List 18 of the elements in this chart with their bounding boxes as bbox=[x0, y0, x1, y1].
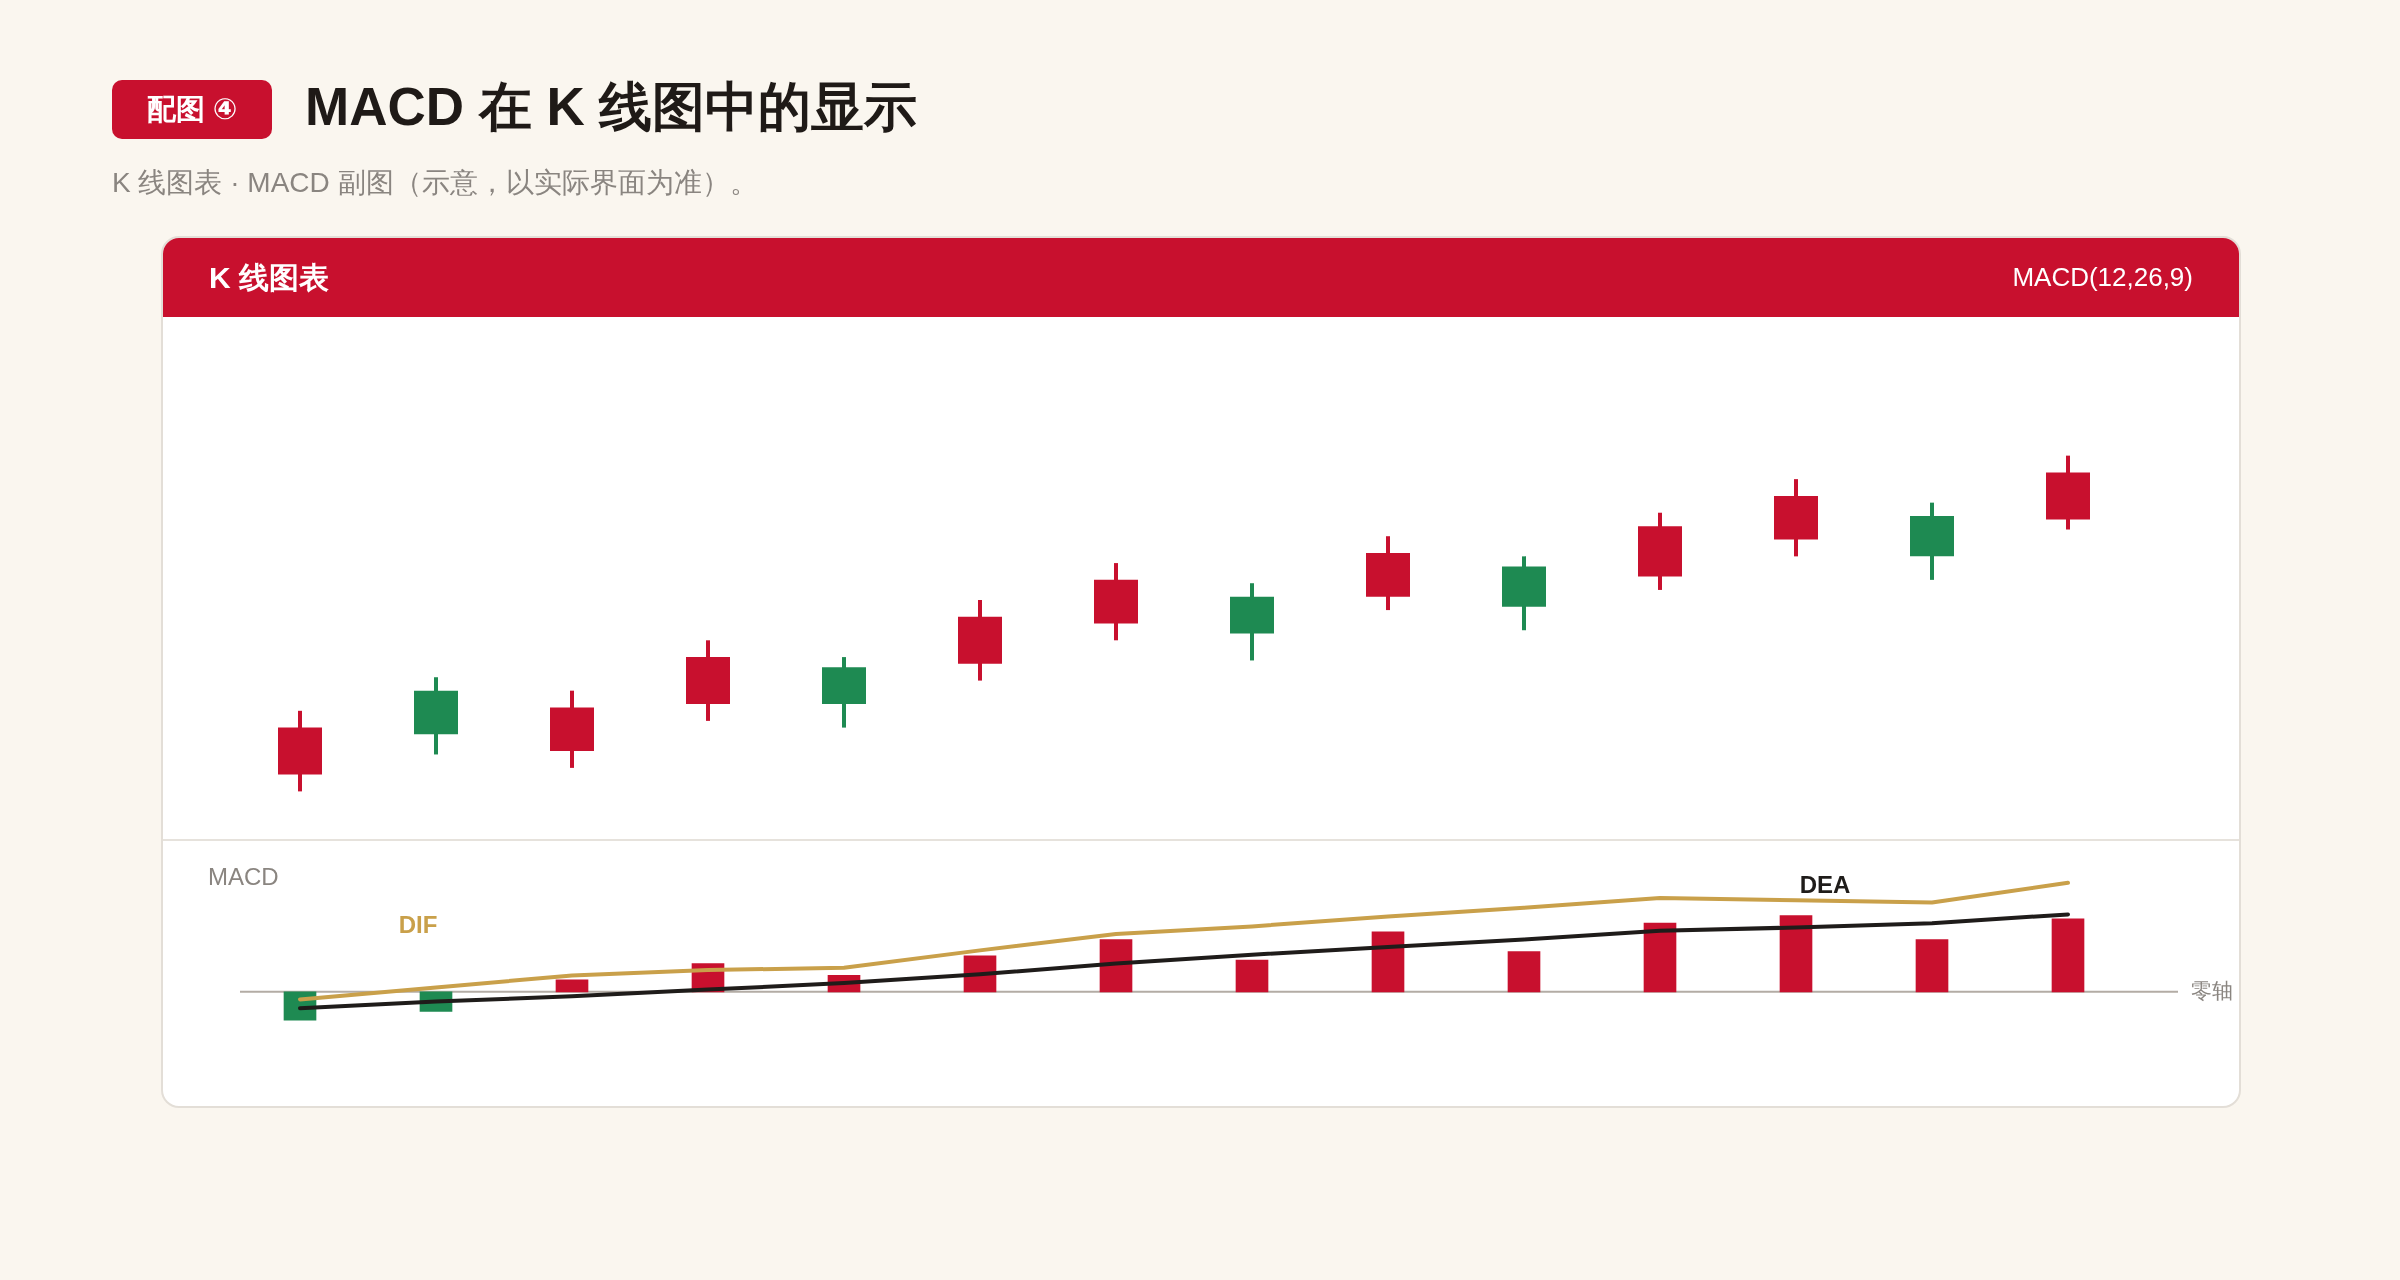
series-label: DEA bbox=[1799, 871, 1851, 899]
text: 配图 ④ bbox=[112, 80, 272, 139]
chart-subtitle: K 线图表 · MACD 副图（示意，以实际界面为准）。 bbox=[112, 166, 758, 200]
y-axis-title: MACD bbox=[208, 862, 279, 890]
text: MACD(12,26,9) bbox=[2012, 261, 2193, 294]
ref-line-label: 零轴 bbox=[2191, 978, 2233, 1002]
text: K 线图表 bbox=[209, 260, 329, 296]
bar bbox=[1099, 939, 1133, 993]
bar bbox=[1643, 922, 1677, 993]
bar bbox=[1779, 915, 1813, 993]
bar bbox=[2051, 918, 2085, 993]
chart-title: MACD 在 K 线图中的显示 bbox=[305, 76, 918, 138]
bar bbox=[1915, 939, 1949, 993]
bar bbox=[1235, 959, 1269, 993]
bar bbox=[555, 979, 589, 993]
bar bbox=[1507, 951, 1541, 993]
text: DIF bbox=[398, 911, 438, 939]
bar bbox=[1371, 931, 1405, 993]
